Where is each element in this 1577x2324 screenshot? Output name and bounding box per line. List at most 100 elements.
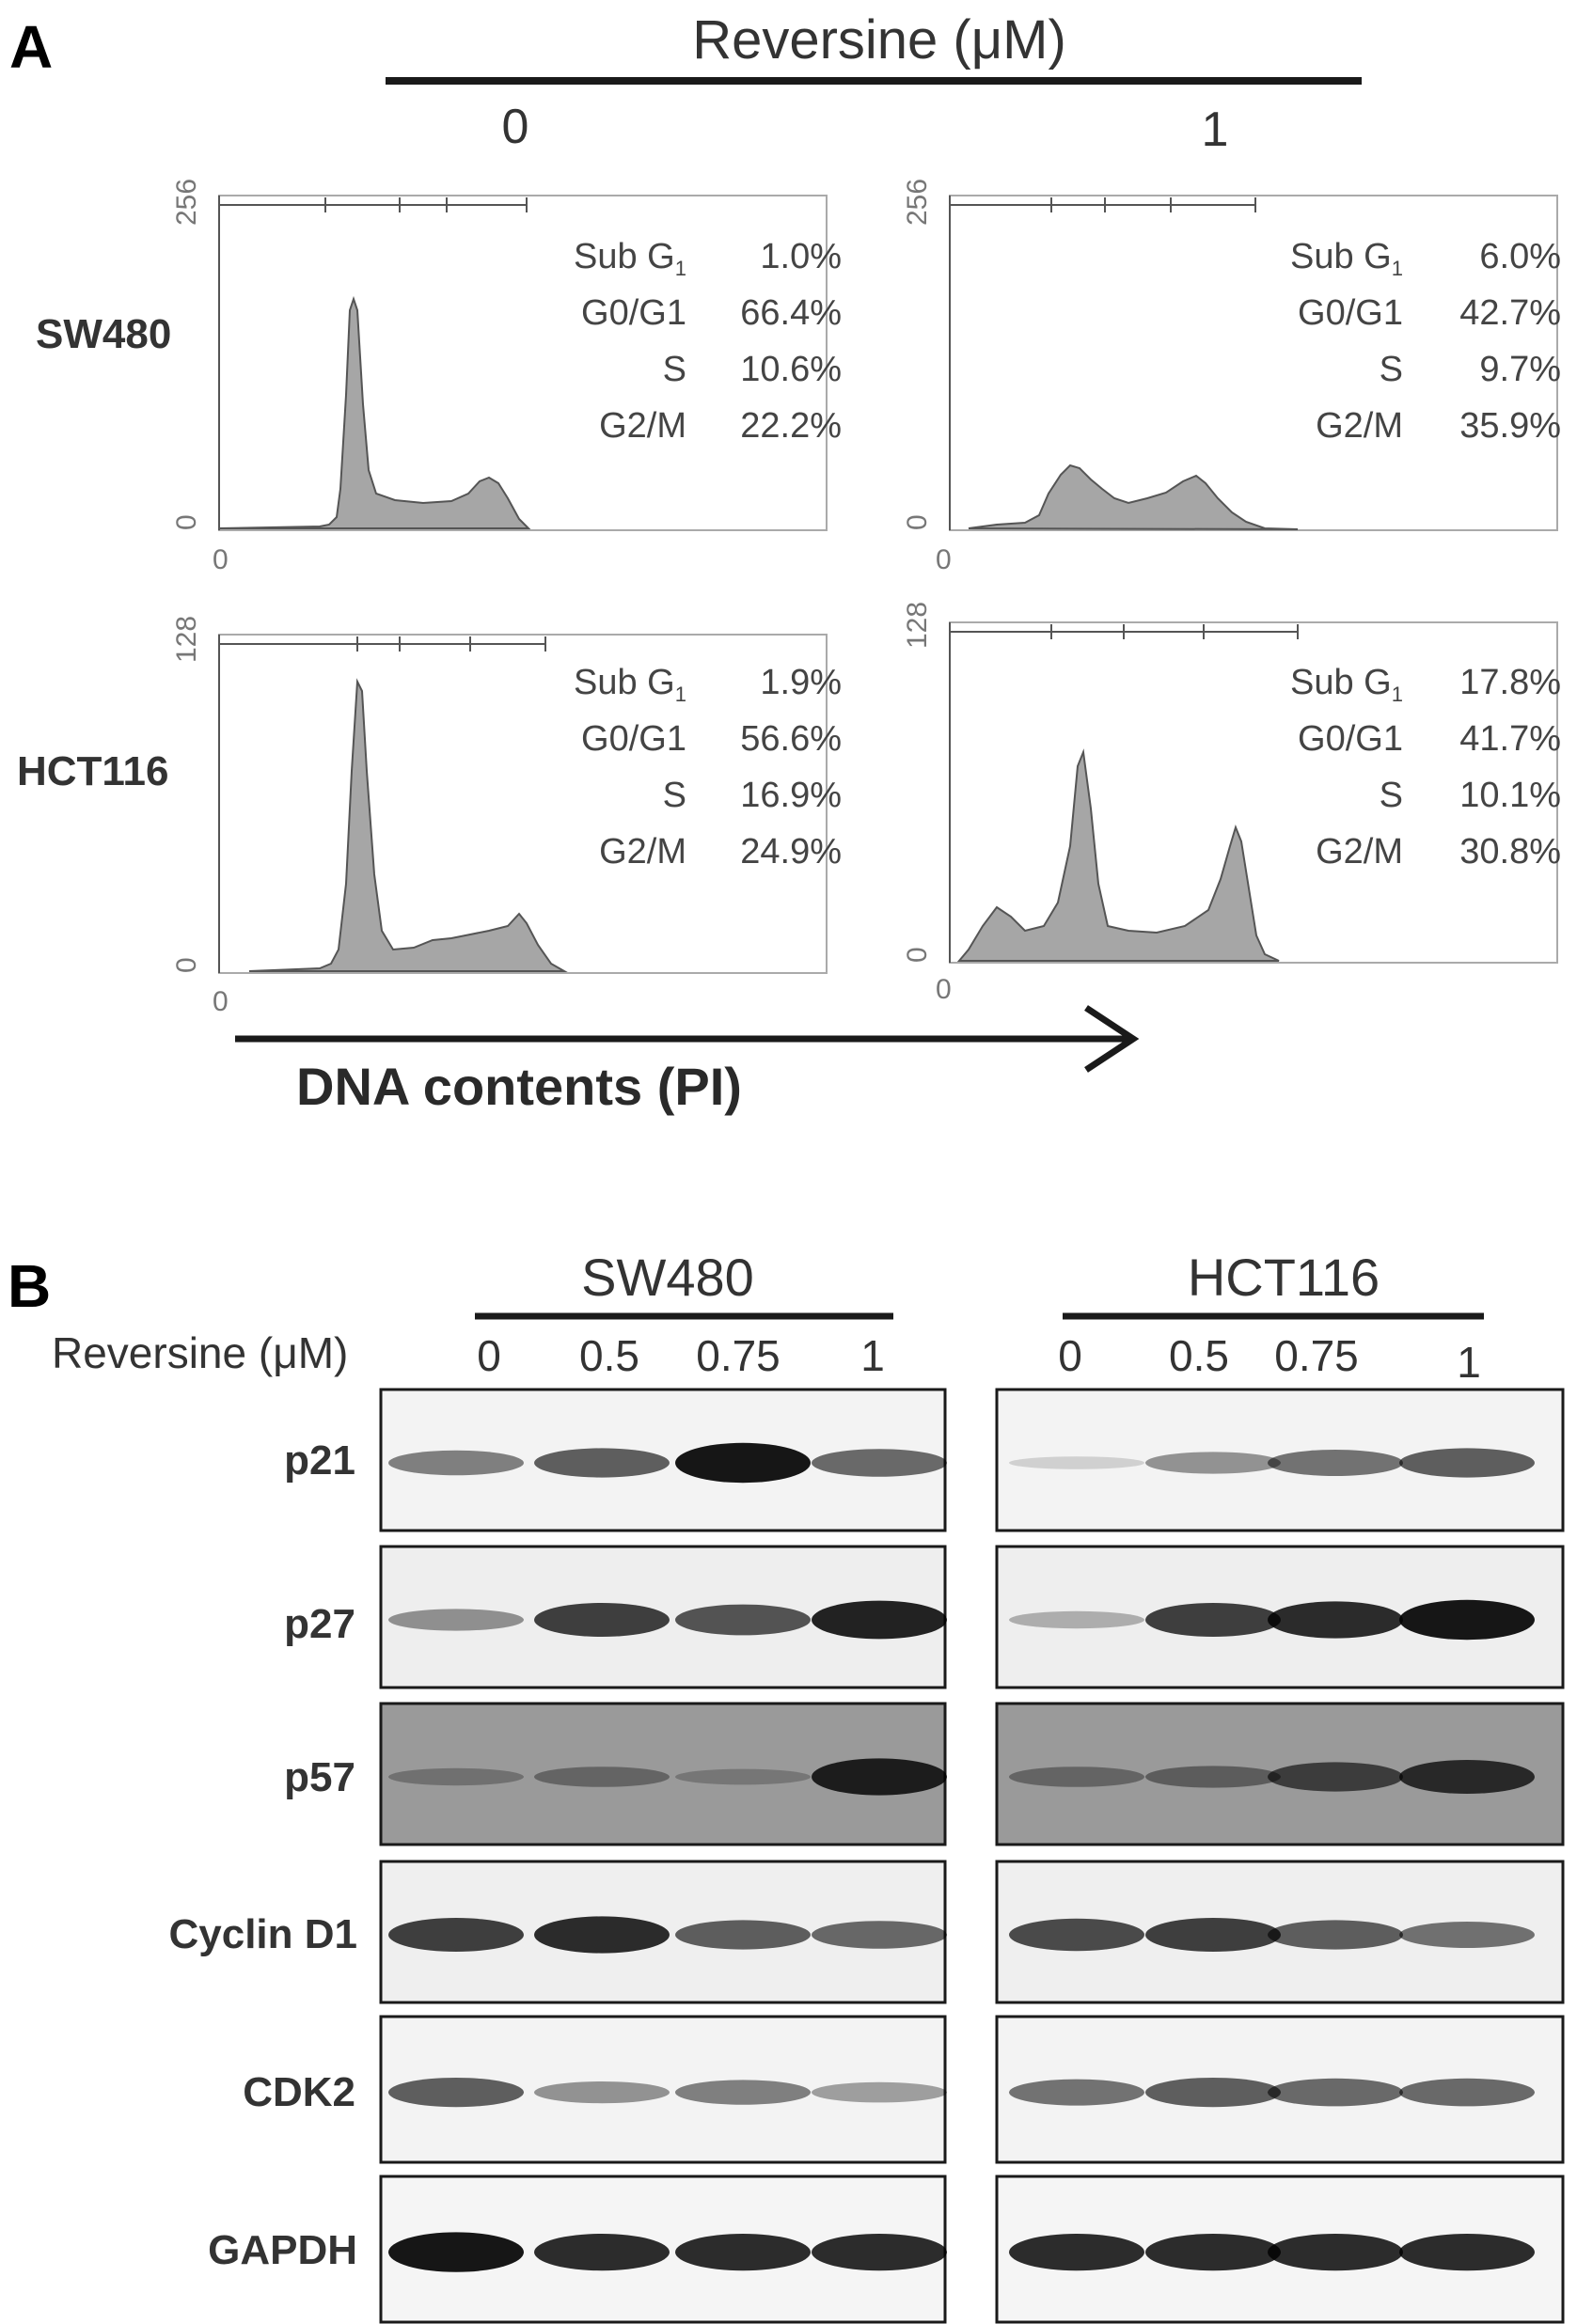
stat-g2m-value: 30.8% [1459, 832, 1561, 872]
blot-band [1399, 1760, 1535, 1794]
panel-a-letter: A [9, 13, 53, 81]
blot-band [1009, 1767, 1144, 1787]
histogram-sw480-0: 256 0 0 Sub G1 1.0% G0/G1 66.4% S 10.6% … [171, 179, 842, 575]
stat-subg1-value: 6.0% [1479, 237, 1561, 276]
dose-labels-sw480: 0 0.5 0.75 1 [477, 1331, 885, 1380]
stat-s-label: S [663, 776, 686, 815]
cell-cycle-stats: Sub G1 6.0% G0/G1 42.7% S 9.7% G2/M 35.9… [1290, 237, 1561, 446]
stat-g0g1-value: 42.7% [1459, 293, 1561, 333]
blot-band [1268, 1450, 1403, 1476]
dna-histogram [248, 678, 568, 972]
blot-band [675, 1604, 811, 1636]
stat-subg1-value: 1.9% [760, 663, 842, 702]
dose-labels-hct116: 0 0.5 0.75 1 [1058, 1331, 1481, 1387]
stat-s-value: 10.6% [740, 350, 842, 389]
blot-band [812, 1600, 947, 1640]
stat-s-value: 9.7% [1479, 350, 1561, 389]
stat-s-label: S [663, 350, 686, 389]
blot-band [1145, 1918, 1281, 1952]
blot-band [534, 2234, 670, 2271]
blot-band [1399, 1448, 1535, 1478]
dna-histogram [956, 748, 1280, 962]
y-min-label: 0 [902, 947, 933, 963]
blot-band [534, 1603, 670, 1637]
protein-label-p57: p57 [284, 1754, 355, 1800]
histogram-sw480-1: 256 0 0 Sub G1 6.0% G0/G1 42.7% S 9.7% G… [902, 179, 1561, 575]
treatment-label: Reversine (μM) [52, 1328, 348, 1377]
dose-label: 1 [860, 1331, 885, 1380]
stat-g0g1-value: 56.6% [740, 719, 842, 759]
blot-band [534, 2081, 670, 2104]
blot-band [1009, 1456, 1144, 1469]
stat-s-label: S [1380, 776, 1403, 815]
blot-band [388, 1450, 524, 1476]
blot-band [1399, 1599, 1535, 1641]
protein-label-p27: p27 [284, 1601, 355, 1647]
y-min-label: 0 [171, 514, 202, 530]
blot-band [388, 1918, 524, 1952]
y-min-label: 0 [171, 957, 202, 973]
dose-label: 0 [1058, 1331, 1082, 1380]
cell-cycle-stats: Sub G1 17.8% G0/G1 41.7% S 10.1% G2/M 30… [1290, 663, 1561, 872]
blot-band [812, 1758, 947, 1796]
treatment-title: Reversine (μM) [692, 9, 1066, 71]
blot-band [1145, 1766, 1281, 1788]
blot-band [675, 1442, 811, 1484]
x-min-label: 0 [213, 544, 229, 575]
dose-label: 0.75 [696, 1331, 781, 1380]
dna-histogram [218, 295, 531, 529]
arrow-head-icon [1084, 1005, 1140, 1073]
dose-label: 0 [477, 1331, 501, 1380]
blot-band [534, 1916, 670, 1954]
blot-band [812, 2234, 947, 2271]
histogram-hct116-0: 128 0 0 Sub G1 1.9% G0/G1 56.6% S 16.9% … [171, 616, 842, 1017]
dose-label: 0.5 [1169, 1331, 1229, 1380]
blot-band [1145, 1603, 1281, 1637]
dose-label: 1 [1457, 1338, 1481, 1387]
blot-band [1009, 2234, 1144, 2271]
stat-g0g1-label: G0/G1 [1298, 719, 1403, 759]
protein-label-p21: p21 [284, 1437, 355, 1484]
blot-band [1399, 1922, 1535, 1948]
stat-g0g1-label: G0/G1 [581, 719, 686, 759]
stat-g0g1-value: 66.4% [740, 293, 842, 333]
y-max-label: 128 [171, 616, 202, 663]
cell-cycle-stats: Sub G1 1.9% G0/G1 56.6% S 16.9% G2/M 24.… [574, 663, 842, 872]
x-axis-label: DNA contents (PI) [296, 1057, 742, 1116]
stat-g0g1-value: 41.7% [1459, 719, 1561, 759]
dose-label: 0.75 [1274, 1331, 1359, 1380]
dose-label-1: 1 [1202, 102, 1229, 157]
blot-band [812, 1449, 947, 1477]
y-max-label: 128 [902, 602, 933, 649]
stat-s-value: 10.1% [1459, 776, 1561, 815]
protein-labels: p21 p27 p57 Cyclin D1 CDK2 GAPDH [168, 1437, 357, 2273]
blot-band [1399, 2078, 1535, 2107]
dose-label: 0.5 [579, 1331, 639, 1380]
blot-band [812, 2081, 947, 2103]
x-min-label: 0 [213, 986, 229, 1017]
protein-label-gapdh: GAPDH [208, 2227, 357, 2273]
blot-band [1145, 2234, 1281, 2271]
dna-histogram [968, 463, 1299, 530]
stat-s-label: S [1380, 350, 1403, 389]
stat-g0g1-label: G0/G1 [581, 293, 686, 333]
stat-g2m-value: 35.9% [1459, 406, 1561, 446]
stat-g2m-label: G2/M [1316, 406, 1403, 446]
group-label-hct116: HCT116 [1188, 1248, 1380, 1307]
stat-g2m-label: G2/M [599, 406, 686, 446]
blot-band [1268, 2078, 1403, 2107]
stat-subg1-label: Sub G1 [1290, 663, 1403, 706]
y-max-label: 256 [171, 179, 202, 226]
stat-subg1-label: Sub G1 [574, 237, 686, 280]
blot-band [388, 1767, 524, 1786]
dose-label-0: 0 [502, 100, 529, 154]
histogram-hct116-1: 128 0 0 Sub G1 17.8% G0/G1 41.7% S 10.1%… [902, 602, 1561, 1005]
panel-b: B SW480 HCT116 Reversine (μM) 0 0.5 0.75… [8, 1248, 1565, 2324]
blot-band [675, 2234, 811, 2271]
row-label-hct116: HCT116 [17, 748, 168, 794]
blot-band [675, 1768, 811, 1785]
stat-subg1-value: 17.8% [1459, 663, 1561, 702]
group-label-sw480: SW480 [581, 1248, 754, 1307]
panel-b-letter: B [8, 1252, 51, 1320]
